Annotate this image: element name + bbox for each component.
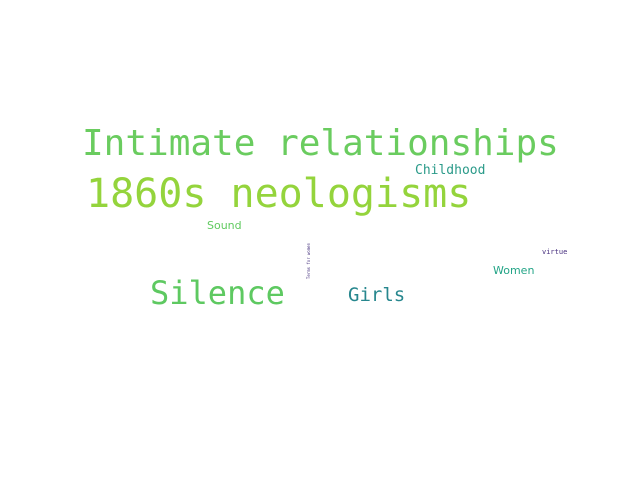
- word-virtue: virtue: [542, 248, 568, 256]
- word-silence: Silence: [150, 274, 285, 312]
- word-childhood: Childhood: [415, 163, 486, 178]
- word-terms-for-women: Terms for women: [306, 242, 311, 280]
- word-girls: Girls: [348, 284, 406, 306]
- word-1860s-neologisms: 1860s neologisms: [86, 171, 472, 217]
- word-women: Women: [493, 264, 535, 277]
- word-intimate-relationships: Intimate relationships: [82, 123, 559, 164]
- word-sound: Sound: [207, 219, 242, 232]
